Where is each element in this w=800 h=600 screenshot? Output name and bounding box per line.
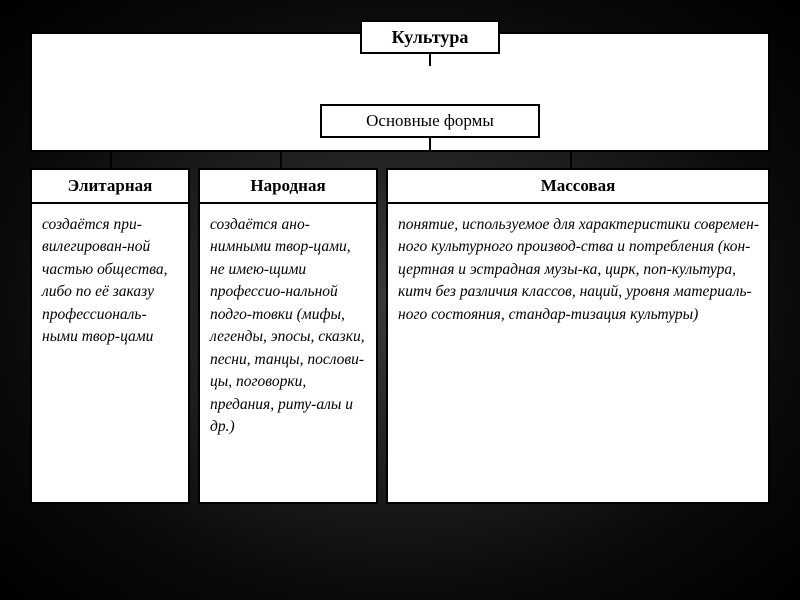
branch-title: Народная — [250, 176, 325, 195]
branches-row: Элитарная создаётся при-вилегирован-ной … — [30, 168, 770, 504]
branch-title: Элитарная — [68, 176, 153, 195]
branch-elite: Элитарная создаётся при-вилегирован-ной … — [30, 168, 190, 504]
subtitle-node: Основные формы — [320, 104, 540, 138]
connector-v-branch-2 — [280, 150, 282, 168]
connector-v-sub — [429, 138, 431, 150]
root-node: Культура — [360, 20, 500, 54]
connector-v-branch-3 — [570, 150, 572, 168]
branch-body: создаётся при-вилегирован-ной частью общ… — [30, 204, 190, 504]
branch-header: Элитарная — [30, 168, 190, 204]
branch-desc: понятие, используемое для характеристики… — [398, 216, 759, 323]
branch-desc: создаётся ано-нимными твор-цами, не имею… — [210, 216, 365, 435]
connector-hbar-2 — [30, 150, 770, 152]
branch-header: Народная — [198, 168, 378, 204]
branch-body: создаётся ано-нимными твор-цами, не имею… — [198, 204, 378, 504]
branch-desc: создаётся при-вилегирован-ной частью общ… — [42, 216, 168, 345]
connector-v-branch-1 — [110, 150, 112, 168]
root-title: Культура — [392, 27, 469, 48]
branch-title: Массовая — [541, 176, 616, 195]
branch-body: понятие, используемое для характеристики… — [386, 204, 770, 504]
branch-header: Массовая — [386, 168, 770, 204]
branch-mass: Массовая понятие, используемое для харак… — [386, 168, 770, 504]
subtitle-label: Основные формы — [366, 111, 494, 131]
branch-folk: Народная создаётся ано-нимными твор-цами… — [198, 168, 378, 504]
